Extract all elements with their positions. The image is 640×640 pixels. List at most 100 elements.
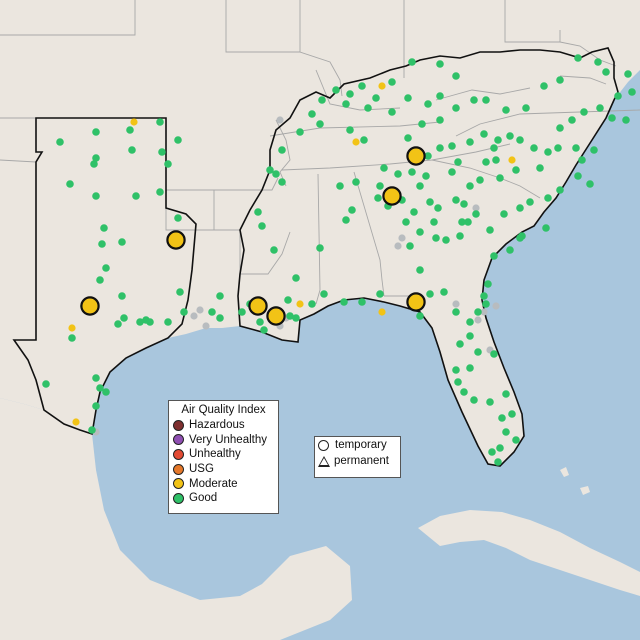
good-monitor[interactable] xyxy=(402,218,410,226)
good-monitor[interactable] xyxy=(494,458,502,466)
good-monitor[interactable] xyxy=(96,276,104,284)
good-monitor[interactable] xyxy=(470,96,478,104)
good-monitor[interactable] xyxy=(448,168,456,176)
good-monitor[interactable] xyxy=(388,108,396,116)
good-monitor[interactable] xyxy=(496,174,504,182)
moderate-monitor[interactable] xyxy=(130,118,138,126)
good-monitor[interactable] xyxy=(102,388,110,396)
good-monitor[interactable] xyxy=(502,106,510,114)
good-monitor[interactable] xyxy=(452,308,460,316)
good-monitor[interactable] xyxy=(56,138,64,146)
good-monitor[interactable] xyxy=(482,96,490,104)
good-monitor[interactable] xyxy=(404,134,412,142)
good-monitor[interactable] xyxy=(602,68,610,76)
good-monitor[interactable] xyxy=(238,308,246,316)
good-monitor[interactable] xyxy=(432,234,440,242)
good-monitor[interactable] xyxy=(474,348,482,356)
good-monitor[interactable] xyxy=(466,318,474,326)
good-monitor[interactable] xyxy=(556,186,564,194)
good-monitor[interactable] xyxy=(498,414,506,422)
good-monitor[interactable] xyxy=(266,166,274,174)
no-data-monitor[interactable] xyxy=(492,302,500,310)
good-monitor[interactable] xyxy=(416,266,424,274)
good-monitor[interactable] xyxy=(284,296,292,304)
no-data-monitor[interactable] xyxy=(190,312,198,320)
good-monitor[interactable] xyxy=(568,116,576,124)
good-monitor[interactable] xyxy=(436,60,444,68)
good-monitor[interactable] xyxy=(164,160,172,168)
good-monitor[interactable] xyxy=(180,308,188,316)
good-monitor[interactable] xyxy=(488,448,496,456)
good-monitor[interactable] xyxy=(454,378,462,386)
good-monitor[interactable] xyxy=(614,92,622,100)
moderate-monitor-large[interactable] xyxy=(80,296,100,316)
good-monitor[interactable] xyxy=(92,128,100,136)
good-monitor[interactable] xyxy=(342,100,350,108)
good-monitor[interactable] xyxy=(544,194,552,202)
good-monitor[interactable] xyxy=(594,58,602,66)
good-monitor[interactable] xyxy=(256,318,264,326)
good-monitor[interactable] xyxy=(126,126,134,134)
good-monitor[interactable] xyxy=(380,164,388,172)
good-monitor[interactable] xyxy=(440,288,448,296)
good-monitor[interactable] xyxy=(516,204,524,212)
good-monitor[interactable] xyxy=(456,340,464,348)
good-monitor[interactable] xyxy=(526,198,534,206)
good-monitor[interactable] xyxy=(426,290,434,298)
moderate-monitor[interactable] xyxy=(72,418,80,426)
good-monitor[interactable] xyxy=(624,70,632,78)
no-data-monitor[interactable] xyxy=(202,322,210,330)
good-monitor[interactable] xyxy=(460,200,468,208)
good-monitor[interactable] xyxy=(454,158,462,166)
good-monitor[interactable] xyxy=(216,314,224,322)
good-monitor[interactable] xyxy=(100,224,108,232)
good-monitor[interactable] xyxy=(418,120,426,128)
good-monitor[interactable] xyxy=(208,308,216,316)
good-monitor[interactable] xyxy=(98,240,106,248)
good-monitor[interactable] xyxy=(410,208,418,216)
good-monitor[interactable] xyxy=(486,398,494,406)
good-monitor[interactable] xyxy=(480,130,488,138)
good-monitor[interactable] xyxy=(408,168,416,176)
good-monitor[interactable] xyxy=(308,300,316,308)
moderate-monitor-large[interactable] xyxy=(266,306,286,326)
no-data-monitor[interactable] xyxy=(398,234,406,242)
good-monitor[interactable] xyxy=(556,124,564,132)
good-monitor[interactable] xyxy=(158,148,166,156)
good-monitor[interactable] xyxy=(174,136,182,144)
good-monitor[interactable] xyxy=(68,334,76,342)
good-monitor[interactable] xyxy=(458,218,466,226)
good-monitor[interactable] xyxy=(492,156,500,164)
good-monitor[interactable] xyxy=(102,264,110,272)
no-data-monitor[interactable] xyxy=(452,300,460,308)
good-monitor[interactable] xyxy=(332,86,340,94)
good-monitor[interactable] xyxy=(118,292,126,300)
moderate-monitor-large[interactable] xyxy=(406,292,426,312)
good-monitor[interactable] xyxy=(480,292,488,300)
good-monitor[interactable] xyxy=(114,320,122,328)
good-monitor[interactable] xyxy=(466,364,474,372)
moderate-monitor[interactable] xyxy=(296,300,304,308)
good-monitor[interactable] xyxy=(66,180,74,188)
good-monitor[interactable] xyxy=(490,252,498,260)
good-monitor[interactable] xyxy=(482,300,490,308)
good-monitor[interactable] xyxy=(146,318,154,326)
good-monitor[interactable] xyxy=(452,104,460,112)
good-monitor[interactable] xyxy=(88,426,96,434)
good-monitor[interactable] xyxy=(42,380,50,388)
good-monitor[interactable] xyxy=(522,104,530,112)
good-monitor[interactable] xyxy=(502,428,510,436)
no-data-monitor[interactable] xyxy=(474,316,482,324)
good-monitor[interactable] xyxy=(512,436,520,444)
good-monitor[interactable] xyxy=(434,204,442,212)
good-monitor[interactable] xyxy=(132,192,140,200)
good-monitor[interactable] xyxy=(572,144,580,152)
good-monitor[interactable] xyxy=(452,366,460,374)
good-monitor[interactable] xyxy=(544,148,552,156)
good-monitor[interactable] xyxy=(286,312,294,320)
good-monitor[interactable] xyxy=(516,234,524,242)
good-monitor[interactable] xyxy=(486,226,494,234)
good-monitor[interactable] xyxy=(574,54,582,62)
good-monitor[interactable] xyxy=(216,292,224,300)
